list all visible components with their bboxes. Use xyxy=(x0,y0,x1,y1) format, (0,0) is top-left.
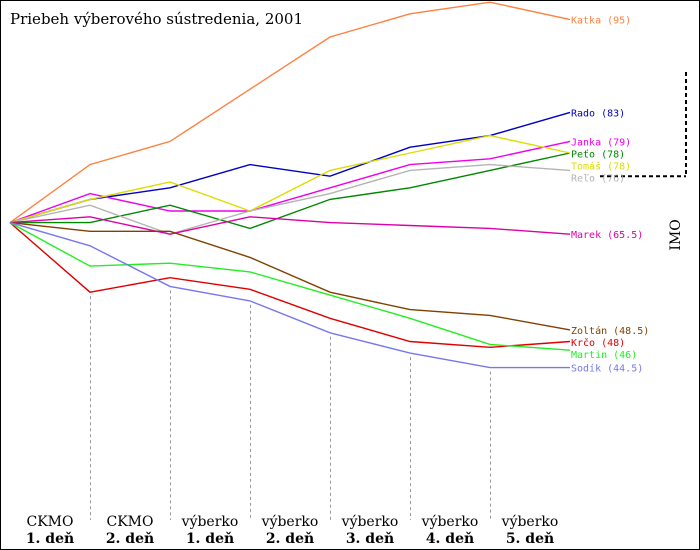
category-label: 5. deň xyxy=(506,531,554,547)
category-label: CKMO xyxy=(27,514,74,530)
category-label: 1. deň xyxy=(26,531,74,547)
series-label: Marek (65.5) xyxy=(571,230,643,241)
series-label: Martin (46) xyxy=(571,350,637,361)
series-label: Janka (79) xyxy=(571,137,631,148)
category-label: výberko xyxy=(501,513,559,530)
imo-label: IMO xyxy=(668,219,684,250)
series-label: Peťo (78) xyxy=(571,148,625,160)
series-label: Krčo (48) xyxy=(571,337,625,349)
series-line-katka xyxy=(9,1,571,224)
chart-title: Priebeh výberového sústredenia, 2001 xyxy=(10,10,304,28)
series-label: Sodík (44.5) xyxy=(571,363,643,375)
series-line-tomáš xyxy=(9,134,571,224)
category-label: 4. deň xyxy=(426,531,474,547)
series-line-martin xyxy=(9,221,571,351)
series-label: Katka (95) xyxy=(571,16,631,27)
series-label: Reľo (76) xyxy=(571,173,625,184)
series-label: Zoltán (48.5) xyxy=(571,325,649,337)
series-line-janka xyxy=(9,140,571,224)
series-line-marek xyxy=(9,216,571,235)
category-label: 2. deň xyxy=(106,531,154,547)
series-line-reľo xyxy=(9,163,571,235)
series-line-krčo xyxy=(9,222,571,349)
series-line-rado xyxy=(9,111,571,224)
category-label: 3. deň xyxy=(346,531,394,547)
category-label: CKMO xyxy=(107,514,154,530)
category-label: výberko xyxy=(341,513,399,530)
category-label: 2. deň xyxy=(266,531,314,547)
category-label: výberko xyxy=(261,513,319,530)
series-label: Tomáš (78) xyxy=(571,160,631,172)
category-label: výberko xyxy=(421,513,479,530)
series-label: Rado (83) xyxy=(571,108,625,119)
category-label: výberko xyxy=(181,513,239,530)
category-label: 1. deň xyxy=(186,531,234,547)
series-line-sodík xyxy=(9,221,570,369)
series-line-zoltán xyxy=(9,221,571,331)
